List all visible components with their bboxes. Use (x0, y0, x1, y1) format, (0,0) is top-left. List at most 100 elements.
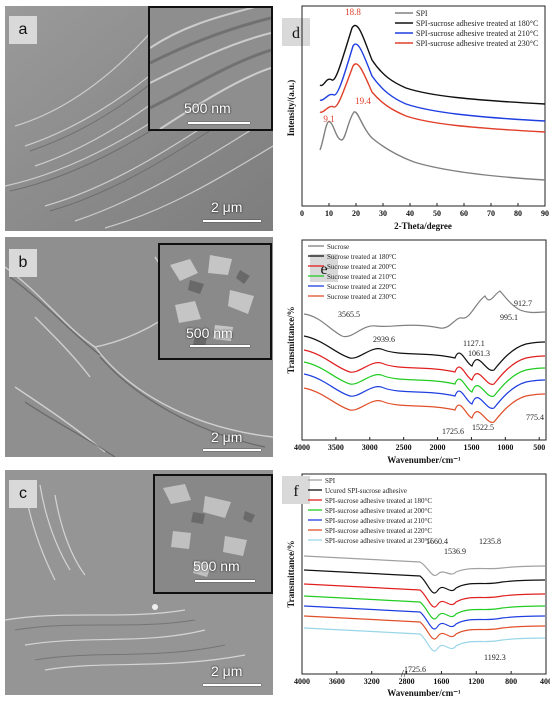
chart-d-frame (301, 5, 546, 207)
legend-f-entry-2: SPI-sucrose adhesive treated at 180°C (325, 497, 432, 505)
legend-f-entry-5: SPI-sucrose adhesive treated at 220°C (325, 527, 432, 535)
legend-e-entry-1: Sucrose treated at 180°C (327, 253, 397, 261)
chart-e-svg: e Sucrose Sucrose treated at 180°C Sucro… (286, 239, 547, 465)
panel-label-e: e (320, 261, 327, 278)
xtick-label: 1500 (463, 443, 479, 452)
xtick-label: 4000 (294, 443, 310, 452)
sem-inset-texture-a (150, 8, 271, 129)
annotation-d-18-8: 18.8 (345, 7, 361, 17)
sem-panel-b: b 500 nm 2 μm (5, 237, 273, 457)
chart-e-ylabel: Transmittance/% (286, 306, 296, 373)
xtick-label: 60 (460, 209, 468, 218)
chart-e-xlabel: Wavenumber/cm⁻¹ (387, 455, 461, 465)
xtick-label: 0 (300, 209, 304, 218)
inset-scale-bar-c (195, 580, 255, 582)
annotation-e-1127: 1127.1 (463, 339, 485, 348)
series-d-210 (319, 43, 546, 122)
chart-e-frame (301, 239, 547, 441)
annotation-d-9-1: 9.1 (323, 114, 334, 124)
annotation-f-1725: 1725.6 (404, 665, 426, 674)
chart-panel-e: e Sucrose Sucrose treated at 180°C Sucro… (280, 236, 550, 466)
chart-f-xlabel: Wavenumber/cm⁻¹ (387, 688, 461, 698)
annotation-e-995: 995.1 (500, 313, 518, 322)
annotation-e-1061: 1061.3 (468, 349, 490, 358)
annotation-e-2939: 2939.6 (373, 335, 395, 344)
annotation-e-775: 775.4 (526, 413, 544, 422)
inset-scale-bar-a (188, 122, 250, 124)
series-d-230 (319, 63, 546, 133)
panel-label-e-box (310, 254, 338, 282)
series-f-230 (303, 627, 546, 652)
annotation-f-1235: 1235.8 (479, 537, 501, 546)
panel-label-c: c (9, 480, 37, 508)
xtick-label: 4000 (294, 677, 310, 686)
inset-scale-label-b: 500 nm (186, 325, 233, 341)
xtick-label: 500 (533, 443, 545, 452)
main-scale-bar-b (203, 449, 261, 451)
xtick-label: 2500 (396, 443, 412, 452)
chart-e-xticks: 4000 3500 3000 2500 2000 1500 1000 500 (294, 437, 545, 452)
inset-scale-label-c: 500 nm (193, 558, 240, 574)
xtick-label: 30 (379, 209, 387, 218)
sem-panel-a: a 500 nm 2 μm (5, 6, 273, 231)
panel-label-f-box (282, 476, 310, 504)
chart-d-xticks: 0 10 20 30 40 50 60 70 80 90 (300, 203, 549, 218)
xtick-label: 20 (352, 209, 360, 218)
legend-f-entry-1: Ucured SPI-sucrose adhesive (325, 487, 407, 495)
legend-f-entry-3: SPI-sucrose adhesive treated at 200°C (325, 507, 432, 515)
legend-f-entry-0: SPI (325, 477, 336, 485)
series-e-230 (303, 387, 546, 423)
series-e-180 (303, 335, 546, 371)
chart-panel-f: f SPI Ucured SPI-sucrose adhesive SPI-su… (280, 470, 550, 699)
xtick-label: 90 (541, 209, 549, 218)
main-scale-label-b: 2 μm (211, 429, 243, 445)
series-e-200 (303, 349, 546, 385)
series-f-220 (303, 615, 546, 640)
xtick-label: 70 (487, 209, 495, 218)
xtick-label: 800 (505, 677, 517, 686)
xtick-label: 3500 (328, 443, 344, 452)
xtick-label: 1000 (497, 443, 513, 452)
chart-f-xticks: 4000 3600 3200 2800 1600 1200 800 400 (294, 671, 550, 686)
panel-label-d: d (292, 25, 300, 42)
chart-d-xlabel: 2-Theta/degree (394, 221, 452, 231)
legend-e-entry-4: Sucrose treated at 220°C (327, 283, 397, 291)
series-f-210 (303, 605, 546, 630)
annotation-d-19-4: 19.4 (355, 96, 371, 106)
series-f-uncured (303, 569, 546, 594)
main-scale-label-c: 2 μm (211, 663, 243, 679)
annotation-f-1536: 1536.9 (444, 547, 466, 556)
legend-d-entry-1: SPI-sucrose adhesive treated at 180°C (416, 19, 538, 28)
sem-inset-texture-b (160, 245, 270, 358)
annotation-e-912: 912.7 (514, 299, 532, 308)
legend-f-entry-6: SPI-sucrose adhesive treated at 230°C (325, 537, 432, 545)
series-d-180 (319, 24, 546, 105)
annotation-e-1725: 1725.6 (442, 427, 464, 436)
series-e-210 (303, 361, 546, 397)
xtick-label: 3000 (362, 443, 378, 452)
main-scale-bar-a (203, 220, 261, 222)
series-f-180 (303, 583, 546, 608)
panel-label-a: a (9, 16, 37, 44)
axis-break-mark-f: // (401, 669, 407, 680)
legend-e-entry-2: Sucrose treated at 200°C (327, 263, 397, 271)
annotation-f-1192: 1192.3 (484, 653, 506, 662)
chart-e-legend: Sucrose Sucrose treated at 180°C Sucrose… (308, 243, 397, 301)
chart-d-svg: d 18.8 19.4 9.1 SPI SPI-sucrose adhesive… (282, 5, 549, 231)
panel-label-d-box (282, 18, 310, 46)
xtick-label: 2000 (430, 443, 446, 452)
chart-f-legend: SPI Ucured SPI-sucrose adhesive SPI-sucr… (308, 477, 432, 545)
xtick-label: 80 (514, 209, 522, 218)
sem-inset-b: 500 nm (158, 243, 272, 360)
xtick-label: 3200 (364, 677, 380, 686)
series-f-spi (303, 555, 546, 576)
legend-e-entry-0: Sucrose (327, 243, 349, 251)
xtick-label: 1600 (433, 677, 449, 686)
panel-label-b: b (9, 249, 37, 277)
xtick-label: 1200 (468, 677, 484, 686)
legend-d-entry-2: SPI-sucrose adhesive treated at 210°C (416, 29, 538, 38)
legend-e-entry-5: Sucrose treated at 230°C (327, 293, 397, 301)
series-d-spi (319, 111, 546, 181)
sem-inset-texture-c (155, 476, 271, 592)
sem-inset-c: 500 nm (153, 474, 273, 594)
